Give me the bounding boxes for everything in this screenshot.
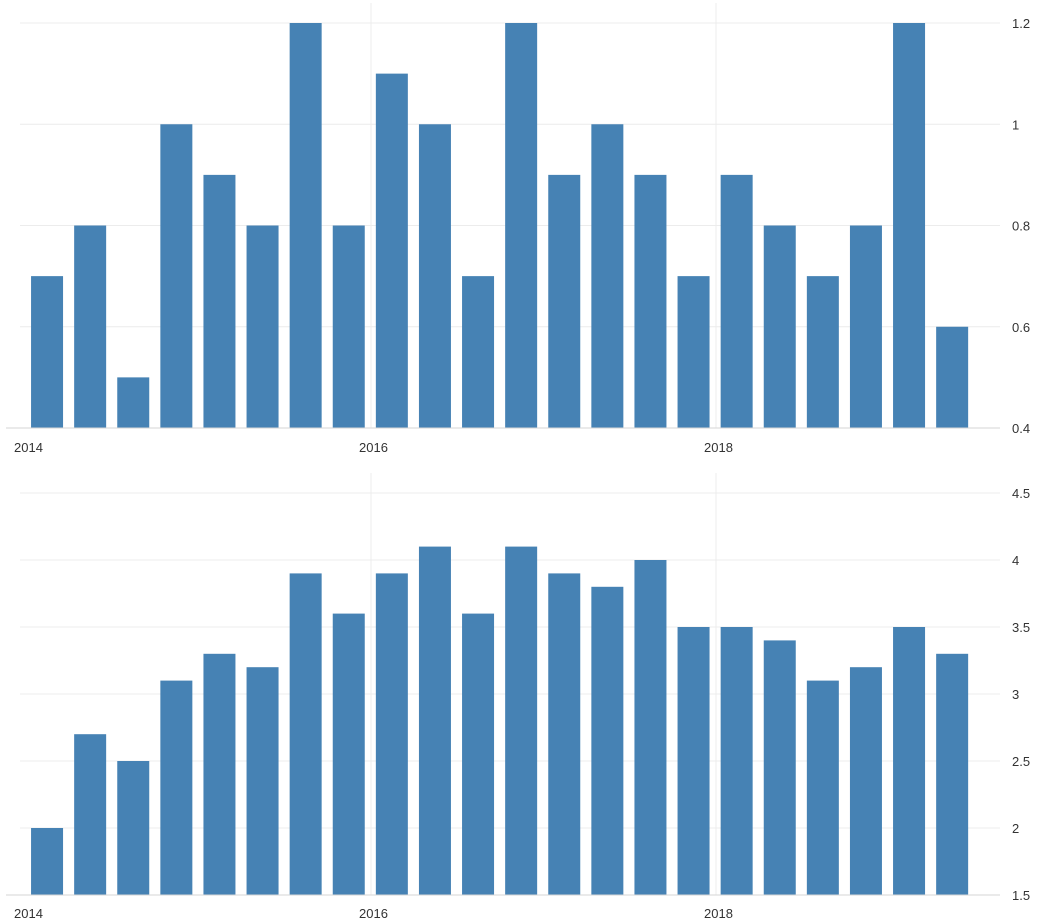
bottom-ytick-label: 2.5 (1012, 754, 1030, 769)
bottom-bar-2018Q1 (720, 627, 753, 895)
bottom-bar-2017Q2 (591, 586, 624, 895)
top-xtick-label: 2016 (359, 440, 388, 455)
bottom-bar-2014Q4 (160, 680, 193, 895)
top-ytick-label: 0.6 (1012, 320, 1030, 335)
bottom-bar-2016Q2 (418, 546, 451, 895)
bottom-bar-2019Q2 (936, 653, 969, 895)
bottom-ytick-label: 3 (1012, 687, 1019, 702)
bottom-bar-2015Q1 (203, 653, 236, 895)
top-xtick-label: 2018 (704, 440, 733, 455)
top-bar-2017Q2 (591, 124, 624, 428)
top-bar-2017Q1 (548, 174, 581, 428)
bottom-xtick-label: 2018 (704, 906, 733, 921)
bottom-bar-2014Q3 (117, 761, 150, 895)
bottom-ytick-label: 2 (1012, 821, 1019, 836)
bottom-bar-2019Q1 (893, 627, 926, 895)
bottom-xtick-label: 2016 (359, 906, 388, 921)
top-bar-2016Q3 (462, 276, 495, 428)
bottom-bar-2018Q4 (849, 667, 882, 895)
top-ytick-label: 1.2 (1012, 16, 1030, 31)
bottom-bar-chart: 4.5 4 3.5 3 2.5 2 1.5 2014 2016 2018 (6, 473, 1030, 921)
top-bar-2014Q4 (160, 124, 193, 428)
top-bar-2016Q4 (505, 23, 538, 428)
top-bar-2014Q3 (117, 377, 150, 428)
bottom-xtick-label: 2014 (14, 906, 43, 921)
top-bar-2018Q3 (806, 276, 839, 428)
bottom-bar-2016Q3 (462, 613, 495, 895)
top-bar-2019Q1 (893, 23, 926, 428)
top-bar-2018Q1 (720, 174, 753, 428)
bottom-ytick-label: 4.5 (1012, 486, 1030, 501)
bottom-bar-2015Q2 (246, 667, 279, 895)
top-bar-2016Q1 (375, 73, 408, 428)
top-bar-2015Q2 (246, 225, 279, 428)
bottom-bar-2018Q3 (806, 680, 839, 895)
top-ytick-label: 0.4 (1012, 421, 1030, 436)
top-ytick-label: 1 (1012, 117, 1019, 132)
top-bar-2018Q4 (849, 225, 882, 428)
top-bar-2017Q4 (677, 276, 710, 428)
top-xtick-label: 2014 (14, 440, 43, 455)
top-bar-2014Q1 (31, 276, 64, 428)
bottom-bar-2017Q3 (634, 560, 667, 895)
top-bar-2015Q3 (289, 23, 322, 428)
top-bar-2019Q2 (936, 326, 969, 428)
top-bar-2016Q2 (418, 124, 451, 428)
top-bar-2018Q2 (763, 225, 796, 428)
top-bar-2015Q1 (203, 174, 236, 428)
top-bar-chart: 1.2 1 0.8 0.6 0.4 2014 2016 2018 (6, 3, 1030, 455)
bottom-bar-2015Q4 (332, 613, 365, 895)
bottom-ytick-label: 3.5 (1012, 620, 1030, 635)
bottom-bar-2016Q4 (505, 546, 538, 895)
bottom-bar-2015Q3 (289, 573, 322, 895)
bottom-bar-2018Q2 (763, 640, 796, 895)
top-ytick-label: 0.8 (1012, 219, 1030, 234)
bottom-bar-2017Q4 (677, 627, 710, 895)
bottom-bar-2017Q1 (548, 573, 581, 895)
bottom-ytick-label: 4 (1012, 553, 1019, 568)
bottom-bar-2016Q1 (375, 573, 408, 895)
bottom-bar-2014Q1 (31, 828, 64, 895)
bottom-ytick-label: 1.5 (1012, 888, 1030, 903)
top-bar-2014Q2 (74, 225, 107, 428)
bottom-bar-2014Q2 (74, 734, 107, 895)
top-bar-2017Q3 (634, 174, 667, 428)
top-bar-2015Q4 (332, 225, 365, 428)
